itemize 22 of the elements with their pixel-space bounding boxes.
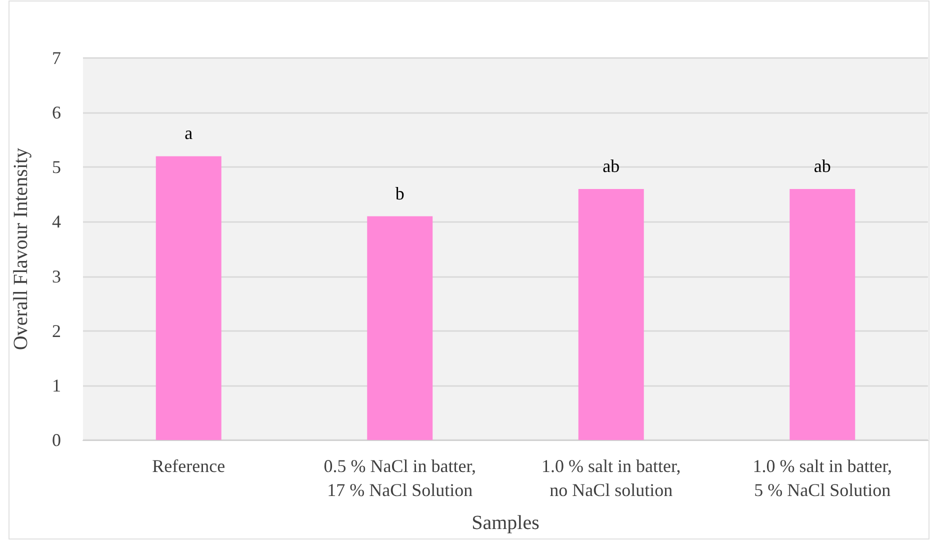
annotation: ab (602, 156, 620, 176)
annotation: a (184, 123, 193, 144)
bar (156, 156, 222, 440)
bar (790, 188, 856, 440)
y-tick-label: 4 (52, 212, 61, 232)
y-tick-label: 5 (52, 157, 61, 178)
x-tick-label: 0.5 % NaCl in batter, 17 % NaCl Solution (324, 456, 476, 500)
y-tick-label: 2 (52, 320, 61, 341)
y-tick-label: 0 (52, 430, 61, 450)
x-tick-label: 1.0 % salt in batter, no NaCl solution (542, 456, 681, 500)
y-tick-label: 6 (52, 102, 61, 123)
annotation: ab (814, 156, 831, 176)
y-axis-title: Overall Flavour Intensity (10, 148, 32, 350)
x-axis-title: Samples (472, 512, 540, 534)
bar (367, 216, 433, 440)
y-tick-label: 7 (52, 48, 61, 68)
annotation: b (395, 183, 404, 204)
y-tick-label: 1 (52, 375, 61, 396)
x-tick-label: Reference (152, 456, 226, 476)
bar (578, 188, 644, 440)
x-tick-label: 1.0 % salt in batter, 5 % NaCl Solution (752, 456, 892, 500)
y-tick-label: 3 (52, 266, 61, 286)
